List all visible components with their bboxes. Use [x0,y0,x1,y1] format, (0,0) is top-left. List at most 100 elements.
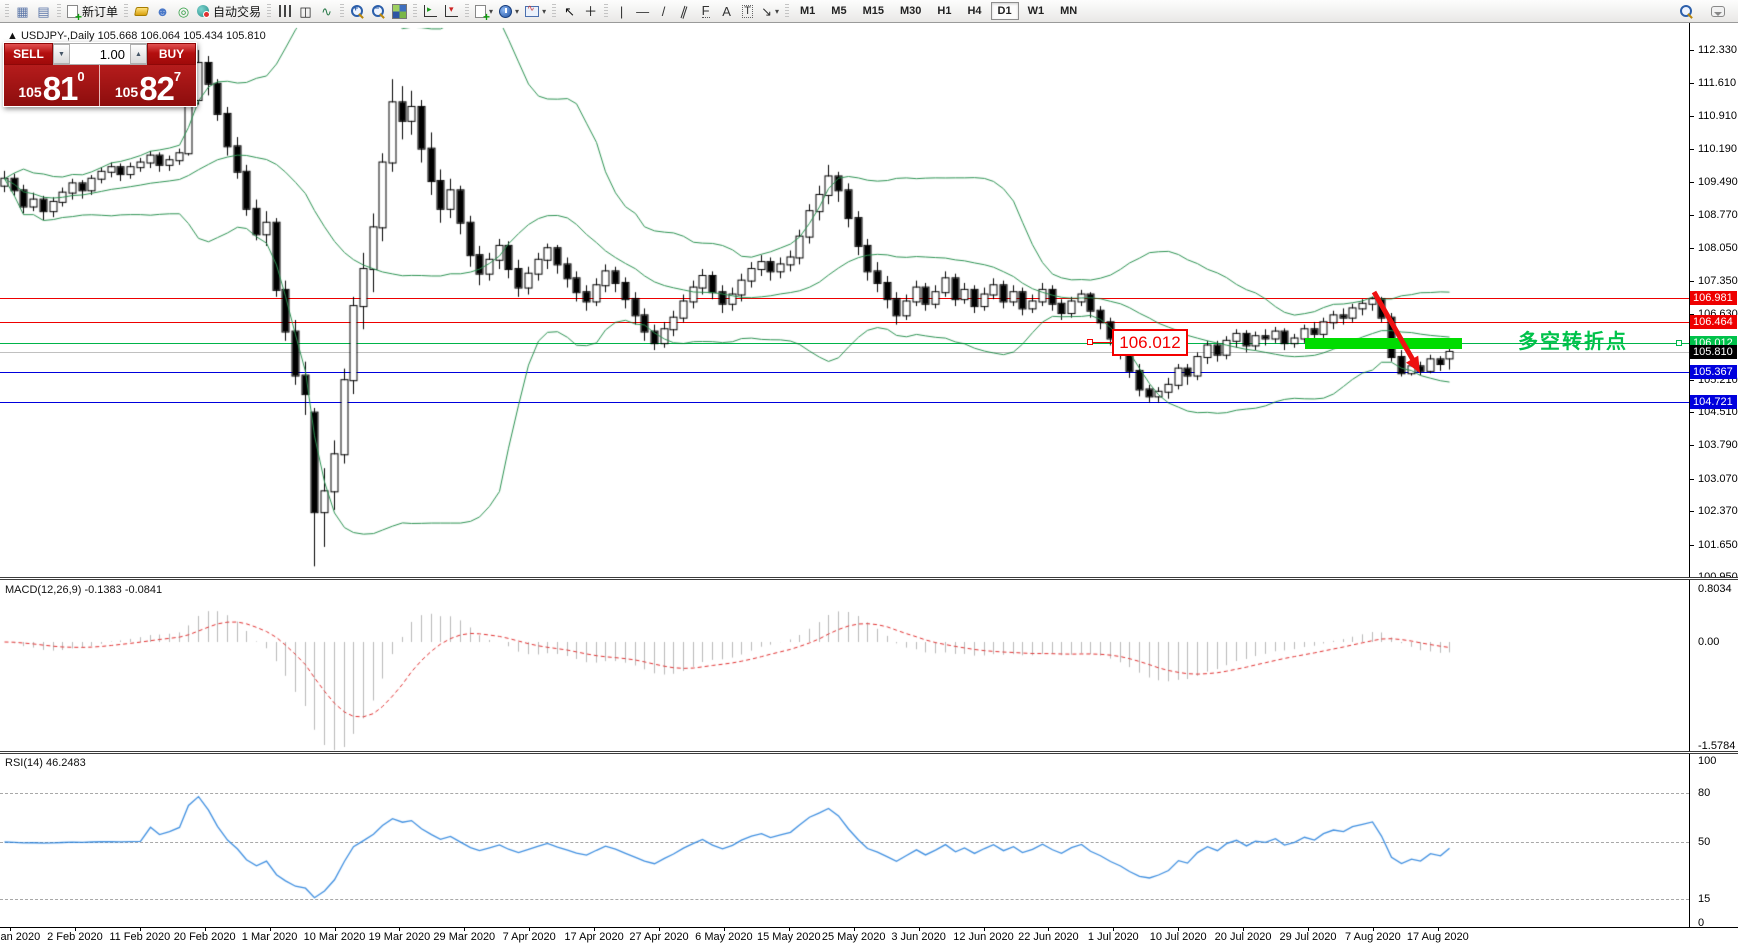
bar-chart-mode-button[interactable] [274,1,295,21]
price-axis-label: 102.370 [1698,505,1738,518]
toolbar-group-handle [124,4,129,18]
macd-scale-label: 0.00 [1698,636,1720,648]
date-axis-label: 29 Mar 2020 [433,931,496,943]
timeframe-m15-button[interactable]: M15 [856,2,891,20]
timeframe-mn-button[interactable]: MN [1053,2,1084,20]
dropdown-caret-icon[interactable]: ▾ [515,6,520,16]
date-axis-label: 1 Jul 2020 [1087,931,1139,943]
fibonacci-tool-button[interactable]: F [695,1,716,21]
toolbar-group-handle [340,4,345,18]
toolbar-group-handle [57,4,61,18]
chat-button[interactable] [1707,1,1728,21]
volume-increase-button[interactable]: ▲ [130,44,147,64]
vertical-line-tool-button[interactable]: | [611,1,632,21]
date-axis-label: 12 Jun 2020 [953,931,1014,943]
volume-input[interactable]: 1.00 [70,44,130,64]
rsi-pane-splitter[interactable] [0,751,1738,754]
macd-scale-label: 0.8034 [1698,583,1732,596]
down-arrow-annotation[interactable] [1360,280,1440,380]
signals-button[interactable]: ◎ [173,1,194,21]
timeframe-w1-button[interactable]: W1 [1021,2,1052,20]
date-axis-tick [1243,928,1245,931]
equidistant-channel-tool-button[interactable]: ∥ [674,1,695,21]
trendline-tool-button[interactable]: / [653,1,674,21]
price-axis-label: 103.070 [1698,472,1738,485]
candlestick-mode-button[interactable]: ◫ [295,1,316,21]
sell-price-display[interactable]: 105 81 0 [4,65,100,106]
date-axis-tick [269,928,271,931]
periods-button[interactable]: ▾ [496,1,522,21]
price-label-handle[interactable] [1087,339,1093,345]
rsi-scale-label: 80 [1698,787,1711,800]
timeframe-d1-button[interactable]: D1 [990,2,1019,20]
text-tool-button[interactable]: A [716,1,737,21]
pivot-connector-line[interactable] [1462,343,1678,344]
zoom-out-button[interactable]: − [368,1,389,21]
text-label-tool-button[interactable]: T [737,1,758,21]
horizontal-line-tool-button[interactable]: — [632,1,653,21]
timeframe-m30-button[interactable]: M30 [893,2,928,20]
volume-decrease-button[interactable]: ▼ [53,44,70,64]
horizontal-line-tool-icon: — [636,3,650,19]
sell-button[interactable]: SELL [4,43,53,65]
date-axis-label: 3 Jun 2020 [891,931,946,943]
date-axis-tick [334,928,336,931]
auto-trading-button[interactable]: 自动交易 [194,1,264,21]
chart-shift-button[interactable] [441,1,462,21]
price-axis-tick [1690,50,1694,51]
sell-price-big: 81 [42,69,79,107]
buy-price-display[interactable]: 105 82 7 [100,65,196,106]
dropdown-caret-icon[interactable]: ▾ [774,6,779,16]
date-axis-label: 10 Mar 2020 [303,931,366,943]
date-axis-label: 7 Apr 2020 [502,931,556,943]
mql5-community-button[interactable]: ☻ [152,1,173,21]
pivot-zone-rectangle[interactable] [1305,338,1462,349]
indicators-button[interactable]: ▾ [472,1,496,23]
pivot-text-annotation[interactable]: 多空转折点 [1518,331,1628,353]
buy-button[interactable]: BUY [147,43,196,65]
sell-price-sup: 0 [77,69,85,84]
date-axis-tick [399,928,401,931]
symbol-collapse-icon[interactable]: ▲ [7,30,18,42]
dropdown-caret-icon[interactable]: ▾ [542,6,547,16]
toolbar-group-handle [552,4,557,18]
crosshair-icon: ＋ [584,3,598,19]
zoom-in-button[interactable]: + [347,1,368,21]
auto-scroll-button[interactable] [420,1,441,21]
deposit-button[interactable] [131,1,152,21]
pivot-line-handle[interactable] [1676,340,1682,346]
price-badge-105.810: 105.810 [1690,344,1737,359]
timeframe-h4-button[interactable]: H4 [960,2,988,20]
cursor-button[interactable]: ↖ [559,1,580,21]
price-axis-label: 109.490 [1698,175,1738,188]
new-order-button[interactable]: 新订单 [64,1,121,23]
tile-windows-button[interactable] [389,1,410,21]
line-chart-mode-button[interactable]: ∿ [316,1,337,21]
arrows-tool-button[interactable]: ↘ ▾ [758,1,782,21]
price-axis[interactable]: 112.330 111.610 110.910 110.190 109.490 108.7… [1689,23,1738,929]
symbol-header[interactable]: ▲ USDJPY-,Daily 105.668 106.064 105.434 … [7,30,266,42]
crosshair-button[interactable]: ＋ [580,1,601,21]
timeframe-h1-button[interactable]: H1 [930,2,958,20]
search-button[interactable] [1676,1,1697,21]
price-axis-tick [1690,478,1694,480]
timeframe-m1-button[interactable]: M1 [793,2,822,20]
price-label-connector [1092,342,1114,343]
macd-scale-label: -1.5784 [1698,740,1736,753]
auto-trading-label: 自动交易 [213,4,262,19]
cursor-icon: ↖ [564,3,576,19]
date-axis-label: 2 Feb 2020 [47,931,103,943]
profiles-button[interactable]: ▤ [33,1,54,21]
templates-button[interactable]: ▾ [522,1,549,21]
text-label-tool-icon: T [742,4,753,18]
macd-pane-splitter[interactable] [0,577,1738,580]
date-axis-label: 22 Jun 2020 [1018,931,1079,943]
new-chart-button[interactable]: ▦ [12,1,33,21]
date-axis-tick [1113,928,1115,931]
price-annotation-box[interactable]: 106.012 [1112,329,1188,356]
timeframe-m5-button[interactable]: M5 [824,2,853,20]
price-axis-label: 107.350 [1698,274,1738,287]
dropdown-caret-icon[interactable]: ▾ [489,6,494,16]
